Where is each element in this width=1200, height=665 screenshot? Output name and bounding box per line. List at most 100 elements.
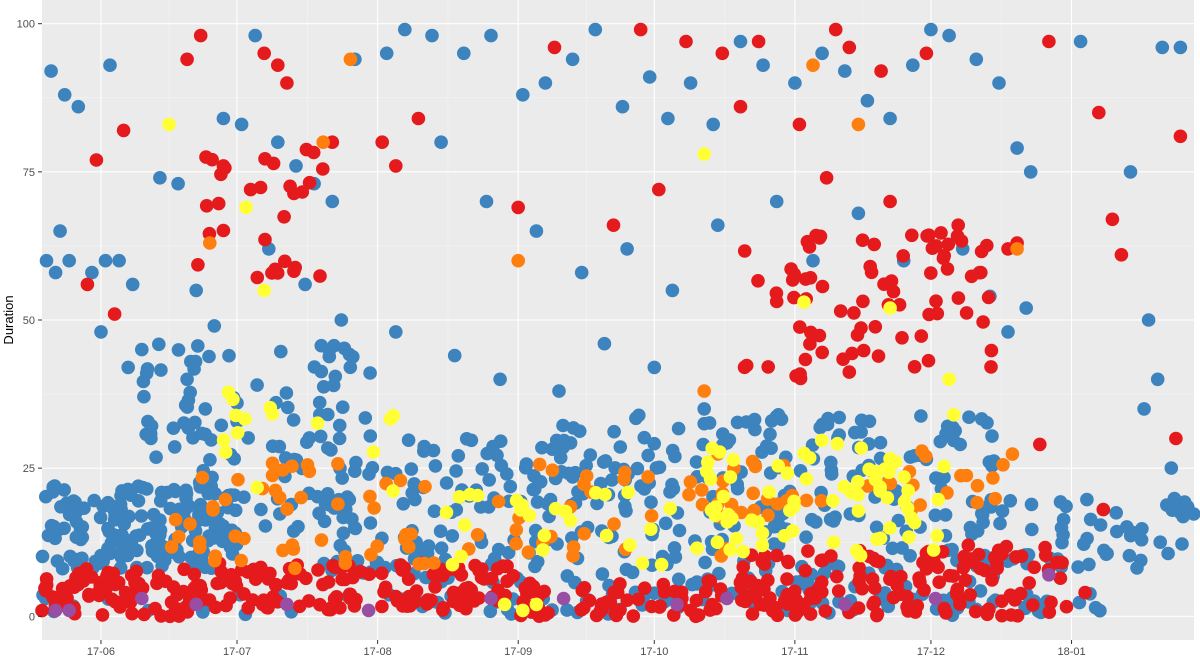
data-point xyxy=(769,286,784,301)
x-tick-label: 17-07 xyxy=(223,646,251,658)
data-point xyxy=(610,585,625,600)
data-point xyxy=(137,607,151,622)
data-point xyxy=(346,570,360,585)
data-point xyxy=(114,532,129,546)
data-point xyxy=(787,584,802,599)
data-point xyxy=(1130,561,1144,575)
data-point xyxy=(689,593,704,608)
data-point xyxy=(851,601,866,615)
data-point xyxy=(613,440,628,454)
data-point xyxy=(682,487,696,502)
data-point xyxy=(404,462,419,476)
data-point xyxy=(954,468,968,483)
data-point xyxy=(144,431,158,446)
data-point xyxy=(981,290,996,305)
data-point xyxy=(595,567,610,581)
data-point xyxy=(211,196,226,211)
data-point xyxy=(216,159,231,173)
data-point xyxy=(347,599,362,613)
data-point xyxy=(815,553,830,567)
data-point xyxy=(824,467,839,481)
data-point xyxy=(647,360,662,375)
data-point xyxy=(703,472,718,486)
data-point xyxy=(832,410,846,425)
data-point xyxy=(842,40,857,55)
data-point xyxy=(379,46,394,61)
data-point xyxy=(777,529,792,543)
data-point xyxy=(1042,605,1057,619)
data-point xyxy=(831,584,846,598)
data-point xyxy=(545,463,560,478)
data-point xyxy=(780,466,795,481)
data-point xyxy=(331,497,345,511)
data-point xyxy=(1027,560,1041,575)
data-point xyxy=(695,483,709,497)
data-point xyxy=(322,343,337,358)
data-point xyxy=(974,412,989,426)
data-point xyxy=(103,58,117,72)
data-point xyxy=(208,549,223,563)
data-point xyxy=(234,553,248,568)
data-point xyxy=(421,539,436,553)
data-point xyxy=(278,254,292,269)
data-point xyxy=(310,416,325,431)
data-point xyxy=(751,274,765,288)
data-point xyxy=(984,360,998,374)
data-point xyxy=(1169,431,1183,446)
data-point xyxy=(958,573,973,587)
data-point xyxy=(55,561,70,576)
data-point xyxy=(177,562,191,577)
data-point xyxy=(47,591,61,605)
data-point xyxy=(400,599,415,613)
data-point xyxy=(605,473,619,487)
data-point xyxy=(168,512,183,527)
data-point xyxy=(815,46,829,61)
data-point xyxy=(135,581,150,595)
data-point xyxy=(780,597,795,611)
data-point xyxy=(965,527,979,541)
data-point xyxy=(723,542,737,557)
data-point xyxy=(937,470,951,485)
data-point xyxy=(164,540,179,554)
data-point xyxy=(307,360,322,374)
data-point xyxy=(283,179,297,194)
data-point xyxy=(375,135,390,149)
data-point xyxy=(637,482,652,496)
data-point xyxy=(345,512,359,526)
data-point xyxy=(975,506,989,521)
data-point xyxy=(321,602,336,617)
data-point xyxy=(516,88,530,102)
data-point xyxy=(768,600,783,615)
data-point xyxy=(942,28,956,43)
data-point xyxy=(594,600,609,615)
data-point xyxy=(860,93,875,108)
data-point xyxy=(38,581,52,596)
data-point xyxy=(491,494,506,509)
data-point xyxy=(1014,549,1029,563)
data-point xyxy=(799,493,814,508)
data-point xyxy=(57,483,71,497)
data-point xyxy=(803,607,818,621)
data-point xyxy=(171,176,185,191)
data-points xyxy=(35,22,1200,624)
data-point xyxy=(814,494,829,508)
data-point xyxy=(237,587,251,601)
data-point xyxy=(905,228,919,243)
data-point xyxy=(1093,518,1108,532)
data-point xyxy=(560,569,575,583)
data-point xyxy=(706,117,720,132)
data-point xyxy=(968,604,983,619)
data-point xyxy=(509,536,523,551)
data-point xyxy=(1161,546,1175,561)
data-point xyxy=(941,237,956,252)
data-point xyxy=(335,400,350,415)
data-point xyxy=(167,440,182,454)
data-point xyxy=(125,606,139,621)
data-point xyxy=(667,541,682,555)
data-point xyxy=(641,448,655,463)
data-point xyxy=(869,554,883,568)
data-point xyxy=(98,253,113,268)
data-point xyxy=(985,429,999,443)
data-point xyxy=(178,600,193,614)
data-point xyxy=(924,22,938,37)
